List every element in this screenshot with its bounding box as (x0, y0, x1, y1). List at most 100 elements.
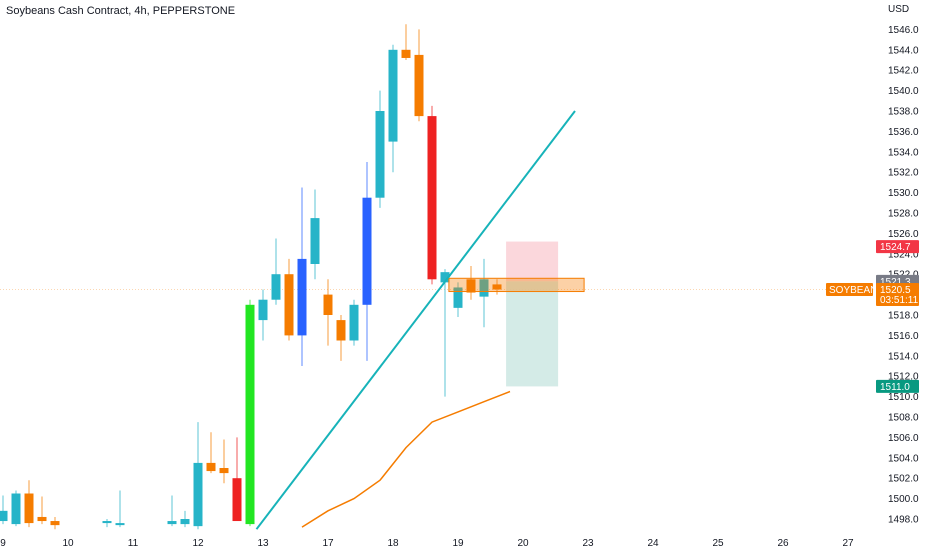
candle[interactable] (115, 490, 125, 528)
candle-body[interactable] (245, 304, 255, 525)
candle-body[interactable] (24, 493, 34, 524)
candle-body[interactable] (453, 287, 463, 308)
candle[interactable] (388, 44, 398, 173)
candle-body[interactable] (414, 54, 424, 117)
candle-body[interactable] (388, 49, 398, 142)
candle-body[interactable] (115, 523, 125, 526)
candle[interactable] (440, 269, 450, 397)
candle-body[interactable] (323, 294, 333, 315)
candle[interactable] (11, 490, 21, 527)
candle-body[interactable] (219, 468, 229, 474)
time-tick-label: 13 (257, 538, 269, 549)
candle[interactable] (37, 496, 47, 525)
time-tick-label: 26 (777, 538, 789, 549)
price-tick-label: 1544.0 (888, 45, 919, 56)
candle[interactable] (297, 187, 307, 367)
time-tick-label: 18 (387, 538, 399, 549)
candle-body[interactable] (284, 274, 294, 336)
currency-label: USD (888, 4, 909, 15)
candle[interactable] (414, 29, 424, 122)
current-price-tag: 1520.5 (880, 285, 911, 296)
current-price-tag-bg (876, 283, 919, 306)
price-tick-label: 1524.0 (888, 249, 919, 260)
candle[interactable] (401, 24, 411, 60)
candle[interactable] (50, 516, 60, 530)
candle[interactable] (375, 90, 385, 208)
time-tick-label: 25 (712, 538, 724, 549)
candle-body[interactable] (37, 516, 47, 522)
trendline[interactable] (255, 110, 576, 530)
price-tick-label: 1512.0 (888, 372, 919, 383)
candle[interactable] (479, 258, 489, 328)
candle-body[interactable] (336, 320, 346, 341)
take-profit-zone[interactable] (506, 281, 559, 387)
candle-body[interactable] (50, 521, 60, 526)
candle[interactable] (258, 289, 268, 341)
candle[interactable] (206, 432, 216, 474)
candle-body[interactable] (193, 462, 203, 527)
candle[interactable] (427, 105, 437, 285)
candle-body[interactable] (401, 49, 411, 58)
price-tick-label: 1528.0 (888, 209, 919, 220)
candle-body[interactable] (297, 258, 307, 336)
candle-body[interactable] (440, 272, 450, 283)
time-tick-label: 24 (647, 538, 659, 549)
moving-average-line[interactable] (301, 390, 511, 528)
candle-body[interactable] (466, 279, 476, 293)
candle-body[interactable] (180, 519, 190, 525)
symbol-tag-label: SOYBEANS (829, 285, 884, 296)
candle[interactable] (167, 495, 177, 527)
candle-body[interactable] (479, 279, 489, 297)
price-tick-label: 1516.0 (888, 331, 919, 342)
candle[interactable] (336, 315, 346, 361)
candle[interactable] (323, 279, 333, 346)
candle-body[interactable] (349, 304, 359, 341)
order-zone-box[interactable] (448, 277, 585, 293)
candle-body[interactable] (102, 521, 112, 524)
price-tick-label: 1500.0 (888, 494, 919, 505)
price-tick-label: 1498.0 (888, 515, 919, 526)
target-price-tag-bg (876, 379, 919, 393)
candle[interactable] (466, 266, 476, 300)
candle-body[interactable] (375, 111, 385, 198)
candle[interactable] (492, 279, 502, 295)
candle[interactable] (180, 510, 190, 528)
chart-title: Soybeans Cash Contract, 4h, PEPPERSTONE (6, 5, 235, 17)
price-tick-label: 1502.0 (888, 474, 919, 485)
price-tick-label: 1504.0 (888, 453, 919, 464)
bar-countdown: 03:51:11 (880, 295, 919, 306)
candle[interactable] (232, 437, 242, 522)
candle-body[interactable] (258, 299, 268, 321)
candle-body[interactable] (232, 478, 242, 522)
price-tick-label: 1532.0 (888, 168, 919, 179)
time-tick-label: 19 (452, 538, 464, 549)
candle[interactable] (193, 422, 203, 530)
candle-body[interactable] (427, 116, 437, 280)
candle-body[interactable] (167, 521, 177, 525)
candle[interactable] (0, 495, 8, 525)
candles-layer[interactable] (0, 24, 502, 530)
candle[interactable] (24, 480, 34, 528)
price-tick-label: 1518.0 (888, 311, 919, 322)
price-tick-label: 1542.0 (888, 66, 919, 77)
candle-body[interactable] (0, 510, 8, 522)
candle-body[interactable] (362, 197, 372, 305)
candle[interactable] (219, 439, 229, 484)
candle-body[interactable] (206, 462, 216, 472)
candle[interactable] (362, 162, 372, 361)
symbol-tag-bg (826, 283, 873, 296)
candle-body[interactable] (492, 284, 502, 290)
candle[interactable] (245, 299, 255, 527)
candle[interactable] (271, 238, 281, 305)
candle-body[interactable] (271, 274, 281, 300)
candle[interactable] (453, 282, 463, 318)
candle[interactable] (349, 299, 359, 346)
candle[interactable] (102, 519, 112, 528)
candle[interactable] (284, 258, 294, 341)
candle[interactable] (310, 189, 320, 280)
price-tick-label: 1508.0 (888, 413, 919, 424)
candle-body[interactable] (310, 218, 320, 264)
candle-body[interactable] (11, 493, 21, 525)
stop-loss-zone[interactable] (506, 241, 559, 282)
